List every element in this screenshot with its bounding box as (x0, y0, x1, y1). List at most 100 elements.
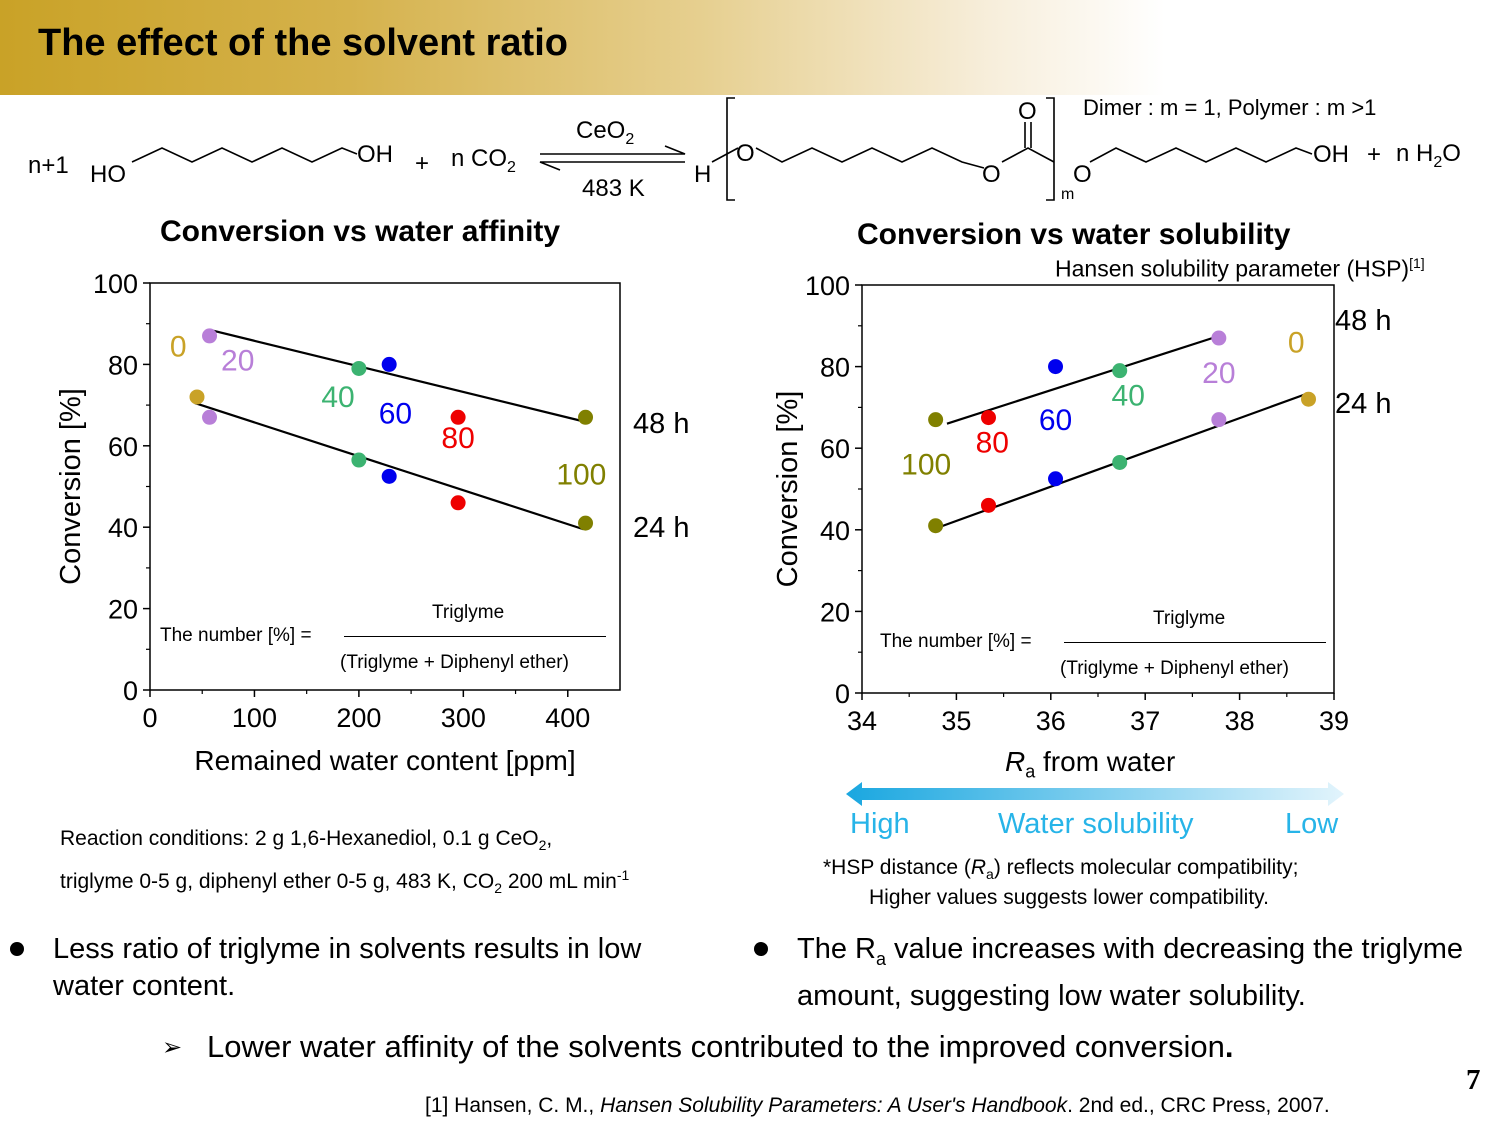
y-tick-label: 100 (805, 271, 850, 301)
x-tick-label: 35 (941, 706, 971, 736)
x-axis-label: Remained water content [ppm] (194, 745, 575, 776)
reaction-note: Dimer : m = 1, Polymer : m >1 (1083, 95, 1377, 120)
bullet-right: The Ra value increases with decreasing t… (797, 933, 1464, 1012)
hsp-note-line2: Higher values suggests lower compatibili… (869, 886, 1269, 909)
data-point-100 (578, 409, 594, 425)
x-tick-label: 0 (142, 703, 157, 733)
reaction-o-ether-left: O (736, 140, 755, 167)
y-tick-label: 60 (820, 434, 850, 464)
left-series-label-24h: 24 h (633, 512, 690, 544)
reference: [1] Hansen, C. M., Hansen Solubility Par… (425, 1094, 1330, 1117)
x-tick-label: 34 (847, 706, 877, 736)
hsp-note-line1: *HSP distance (Ra) reflects molecular co… (823, 856, 1299, 883)
left-series-label-48h: 48 h (633, 408, 690, 440)
left-formula-lhs: The number [%] = (160, 625, 312, 646)
fit-line-48h (946, 334, 1220, 425)
forward-arrow (540, 145, 686, 155)
data-point-20 (1211, 330, 1227, 346)
data-point-80 (980, 497, 996, 513)
x-tick-label: 38 (1225, 706, 1255, 736)
ratio-label-20: 20 (1202, 357, 1235, 390)
reaction-o-carbonyl: O (1018, 98, 1037, 125)
reaction-conditions: Reaction conditions: 2 g 1,6-Hexanediol,… (60, 827, 630, 897)
data-point-20 (1211, 412, 1227, 428)
y-axis-label: Conversion [%] (772, 391, 804, 588)
y-tick-label: 0 (123, 676, 138, 706)
conclusion: Lower water affinity of the solvents con… (207, 1029, 1234, 1064)
ratio-label-100: 100 (901, 449, 951, 482)
left-formula-den: (Triglyme + Diphenyl ether) (340, 652, 569, 673)
ratio-label-40: 40 (321, 381, 354, 414)
right-series-label-24h: 24 h (1335, 388, 1392, 420)
data-point-60 (381, 356, 397, 372)
reaction-o-ether-right: O (1073, 161, 1092, 188)
right-x-axis-label: Ra from water (1005, 746, 1176, 782)
bullet-dot-right (754, 942, 768, 956)
right-chart-title: Conversion vs water solubility (857, 218, 1291, 251)
x-tick-label: 100 (232, 703, 277, 733)
hexanediol-chain (131, 147, 358, 163)
data-point-60 (1048, 471, 1064, 487)
data-point-100 (928, 518, 944, 534)
left-formula-num: Triglyme (432, 602, 505, 623)
right-formula-num: Triglyme (1153, 608, 1226, 629)
data-point-40 (351, 452, 367, 468)
reaction-plus: + (415, 150, 430, 177)
y-tick-label: 0 (835, 679, 850, 709)
data-point-80 (450, 495, 466, 511)
y-tick-label: 60 (108, 432, 138, 462)
bullet-dot-left (10, 942, 24, 956)
y-tick-label: 20 (820, 597, 850, 627)
reaction-oh: OH (357, 141, 393, 168)
arrow-label-low: Low (1285, 808, 1339, 840)
data-point-80 (450, 409, 466, 425)
fit-line-48h (209, 328, 584, 423)
ratio-label-80: 80 (976, 426, 1009, 459)
data-point-20 (202, 409, 218, 425)
x-tick-label: 36 (1036, 706, 1066, 736)
reaction-coef: n+1 (28, 152, 69, 179)
slide-title: The effect of the solvent ratio (38, 22, 568, 64)
ratio-label-100: 100 (556, 458, 606, 491)
data-point-60 (381, 468, 397, 484)
x-tick-label: 200 (336, 703, 381, 733)
x-tick-label: 37 (1130, 706, 1160, 736)
reaction-m: m (1061, 186, 1075, 203)
y-axis-label: Conversion [%] (55, 388, 87, 585)
left-bracket (726, 97, 735, 201)
data-point-100 (928, 412, 944, 428)
left-chart-title: Conversion vs water affinity (160, 215, 561, 248)
reaction-water: n H2O (1396, 140, 1461, 171)
reaction-ho: HO (90, 161, 126, 188)
reaction-catalyst: CeO2 (576, 117, 635, 148)
ratio-label-80: 80 (441, 422, 474, 455)
y-tick-label: 20 (108, 595, 138, 625)
x-tick-label: 39 (1319, 706, 1349, 736)
ratio-label-40: 40 (1112, 379, 1145, 412)
right-formula-lhs: The number [%] = (880, 631, 1032, 652)
y-tick-label: 40 (108, 513, 138, 543)
x-tick-label: 400 (545, 703, 590, 733)
right-series-label-48h: 48 h (1335, 305, 1392, 337)
arrow-label-mid: Water solubility (998, 808, 1194, 840)
reaction-structures (131, 97, 1313, 201)
y-tick-label: 80 (108, 350, 138, 380)
data-point-40 (1112, 363, 1128, 379)
bullet-left: Less ratio of triglyme in solvents resul… (53, 933, 642, 1002)
data-point-60 (1048, 359, 1064, 375)
right-chart: 34 35 36 37 38 39 0 20 40 60 80 100 Conversion [%] 10… (772, 271, 1349, 736)
right-chart-subtitle: Hansen solubility parameter (HSP)[1] (1055, 255, 1425, 282)
page-number: 7 (1466, 1064, 1481, 1096)
y-tick-label: 40 (820, 516, 850, 546)
polymer-chain-1 (755, 147, 985, 169)
x-tick-label: 300 (441, 703, 486, 733)
ratio-label-60: 60 (379, 397, 412, 430)
fit-line-24h (194, 402, 584, 531)
ratio-label-0: 0 (170, 330, 187, 363)
ratio-label-0: 0 (1288, 326, 1305, 359)
y-tick-label: 80 (820, 353, 850, 383)
reaction-o-ether-mid: O (982, 161, 1001, 188)
solubility-gradient-arrow (846, 782, 1344, 806)
right-formula-line (1064, 642, 1326, 643)
